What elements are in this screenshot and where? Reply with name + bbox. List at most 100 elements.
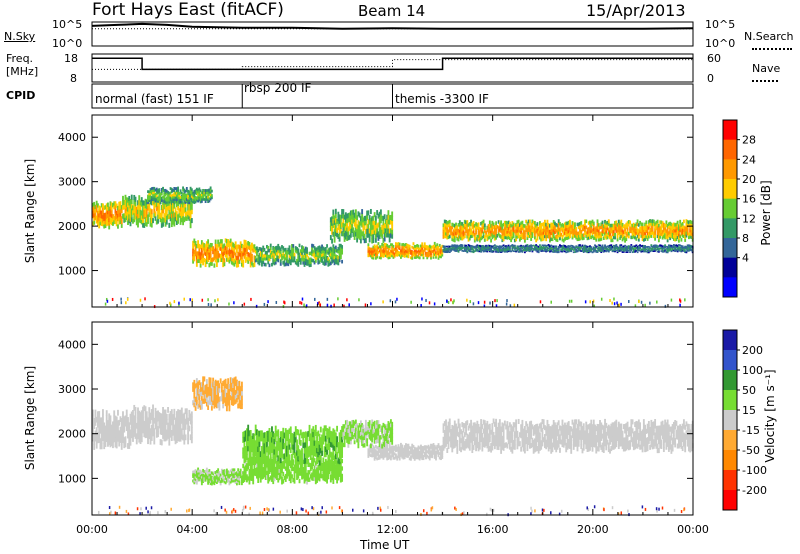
power-cell xyxy=(641,246,644,248)
power-cell xyxy=(395,251,397,254)
power-cell xyxy=(155,206,158,212)
power-cell xyxy=(601,247,604,250)
power-cell xyxy=(601,229,604,234)
power-cell xyxy=(150,189,153,193)
power-cell xyxy=(619,236,621,240)
velocity-cell xyxy=(177,419,179,426)
power-cell xyxy=(472,245,475,248)
velocity-cell xyxy=(229,478,232,482)
power-cell xyxy=(383,242,386,246)
power-cell xyxy=(256,246,258,250)
power-cell xyxy=(237,262,240,268)
power-cell xyxy=(523,233,526,237)
velocity-cell xyxy=(123,437,126,443)
power-cell xyxy=(661,233,664,237)
power-cell xyxy=(576,246,579,248)
power-cell xyxy=(562,227,565,231)
velocity-cell xyxy=(281,465,283,470)
power-cell xyxy=(679,244,682,247)
power-cell xyxy=(366,228,369,234)
power-cell xyxy=(507,223,510,228)
power-cell xyxy=(522,226,525,231)
power-cell xyxy=(601,220,604,225)
power-speckle xyxy=(664,304,667,308)
power-cell xyxy=(680,223,683,227)
power-cell xyxy=(596,219,599,223)
power-cell xyxy=(314,250,317,254)
power-speckle xyxy=(550,300,552,304)
power-cell xyxy=(665,248,668,250)
power-cell xyxy=(589,226,591,231)
power-cell xyxy=(549,224,551,228)
power-cell xyxy=(609,223,611,228)
power-speckle xyxy=(125,301,127,305)
velocity-cell xyxy=(207,404,210,410)
velocity-cell xyxy=(249,465,252,470)
power-speckle xyxy=(305,304,308,308)
velocity-cell xyxy=(232,475,235,478)
power-cell xyxy=(93,201,96,207)
power-cell xyxy=(232,242,235,247)
power-cell xyxy=(457,237,460,242)
power-cell xyxy=(636,251,639,254)
velocity-cell xyxy=(149,428,152,435)
power-cell xyxy=(436,243,439,247)
velocity-cell xyxy=(237,381,240,387)
power-cell xyxy=(624,239,626,243)
power-cell xyxy=(508,249,511,252)
power-cell xyxy=(458,244,461,247)
power-cell xyxy=(287,247,290,252)
power-cell xyxy=(641,250,644,253)
power-cell xyxy=(253,255,256,260)
power-cell xyxy=(378,247,381,251)
power-cell xyxy=(205,252,208,257)
power-cell xyxy=(411,254,414,258)
power-cell xyxy=(389,232,392,238)
power-cell xyxy=(579,246,581,249)
power-cell xyxy=(396,244,399,248)
power-cell xyxy=(430,247,432,251)
power-cell xyxy=(107,217,109,222)
power-cell xyxy=(423,246,426,250)
power-cell xyxy=(609,248,611,250)
power-cell xyxy=(342,218,345,224)
power-cell xyxy=(208,190,211,194)
power-cell xyxy=(566,251,569,253)
velocity-cell xyxy=(261,467,263,473)
power-cell xyxy=(664,226,667,231)
velocity-cell xyxy=(240,477,243,481)
power-cell xyxy=(153,186,156,190)
velocity-cell xyxy=(277,478,280,483)
power-cell xyxy=(433,244,436,247)
power-cell xyxy=(384,223,387,229)
power-cell xyxy=(405,245,407,249)
power-cell xyxy=(526,246,529,248)
power-cell xyxy=(635,228,638,232)
velocity-cell xyxy=(230,377,233,383)
velocity-cell xyxy=(147,417,149,424)
power-cell xyxy=(635,231,638,235)
power-cell xyxy=(222,244,225,249)
velocity-cell xyxy=(202,480,205,483)
power-cell xyxy=(135,220,138,226)
velocity-cell xyxy=(239,404,242,410)
power-cell xyxy=(564,247,566,249)
power-cell xyxy=(392,253,395,257)
power-cell xyxy=(273,252,276,257)
velocity-cell xyxy=(272,472,275,477)
power-cell xyxy=(332,231,335,237)
power-cell xyxy=(109,201,112,206)
velocity-cell xyxy=(155,426,158,433)
power-cell xyxy=(372,254,375,258)
power-cell xyxy=(654,222,657,226)
power-cell xyxy=(441,249,444,253)
power-cell xyxy=(632,245,635,248)
power-cell xyxy=(538,247,541,250)
power-cell xyxy=(218,253,221,258)
power-cell xyxy=(173,212,176,218)
power-cell xyxy=(217,258,220,263)
power-cell xyxy=(481,246,484,248)
velocity-cell xyxy=(190,416,193,423)
velocity-cell xyxy=(223,397,226,403)
power-cell xyxy=(432,244,435,248)
